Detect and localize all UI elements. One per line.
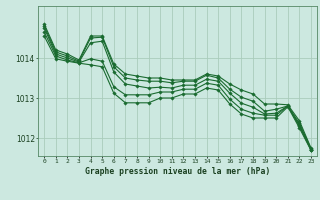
X-axis label: Graphe pression niveau de la mer (hPa): Graphe pression niveau de la mer (hPa) bbox=[85, 167, 270, 176]
